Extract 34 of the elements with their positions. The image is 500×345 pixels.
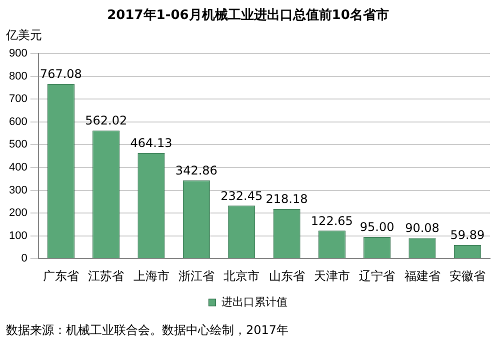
x-tick-label: 广东省 — [42, 269, 79, 284]
y-tick-label: 500 — [8, 138, 28, 151]
x-tick-label: 天津市 — [314, 269, 350, 284]
x-tick-label: 辽宁省 — [359, 269, 396, 284]
text: 342.86 — [175, 164, 218, 178]
text: 90.08 — [405, 221, 440, 236]
x-tick-label: 北京市 — [224, 269, 260, 284]
text: 232.45 — [220, 188, 263, 203]
y-tick-label: 400 — [8, 162, 28, 174]
y-tick-label: 300 — [8, 184, 28, 196]
y-tick-label: 800 — [8, 70, 28, 82]
source-note: 数据来源：机械工业联合会。数据中心绘制，2017年 — [6, 322, 289, 339]
x-tick-label: 山东省 — [268, 269, 305, 284]
text: 95.00 — [360, 220, 394, 234]
y-tick-label: 700 — [8, 93, 28, 106]
y-tick-label: 0 — [21, 252, 28, 265]
text: 562.02 — [85, 114, 128, 128]
y-tick-label: 200 — [8, 207, 28, 220]
y-tick-label: 600 — [8, 116, 28, 128]
text: 122.65 — [310, 214, 353, 228]
chart-title: 2017年1-06月机械工业进出口总值前10名省市 — [107, 7, 389, 24]
text: 767.08 — [40, 67, 82, 81]
text: 218.18 — [266, 192, 308, 206]
x-tick-label: 上海市 — [133, 269, 170, 284]
x-tick-label: 江苏省 — [88, 269, 124, 284]
text: 464.13 — [130, 136, 172, 150]
text: 59.89 — [450, 228, 485, 242]
legend-label: 进出口累计值 — [221, 296, 288, 309]
y-axis-title: 亿美元 — [5, 28, 42, 42]
x-tick-label: 浙江省 — [178, 269, 214, 284]
y-tick-label: 900 — [8, 48, 28, 60]
x-tick-label: 安徽省 — [449, 269, 486, 284]
x-tick-label: 福建省 — [404, 269, 440, 284]
y-tick-label: 100 — [8, 230, 28, 242]
